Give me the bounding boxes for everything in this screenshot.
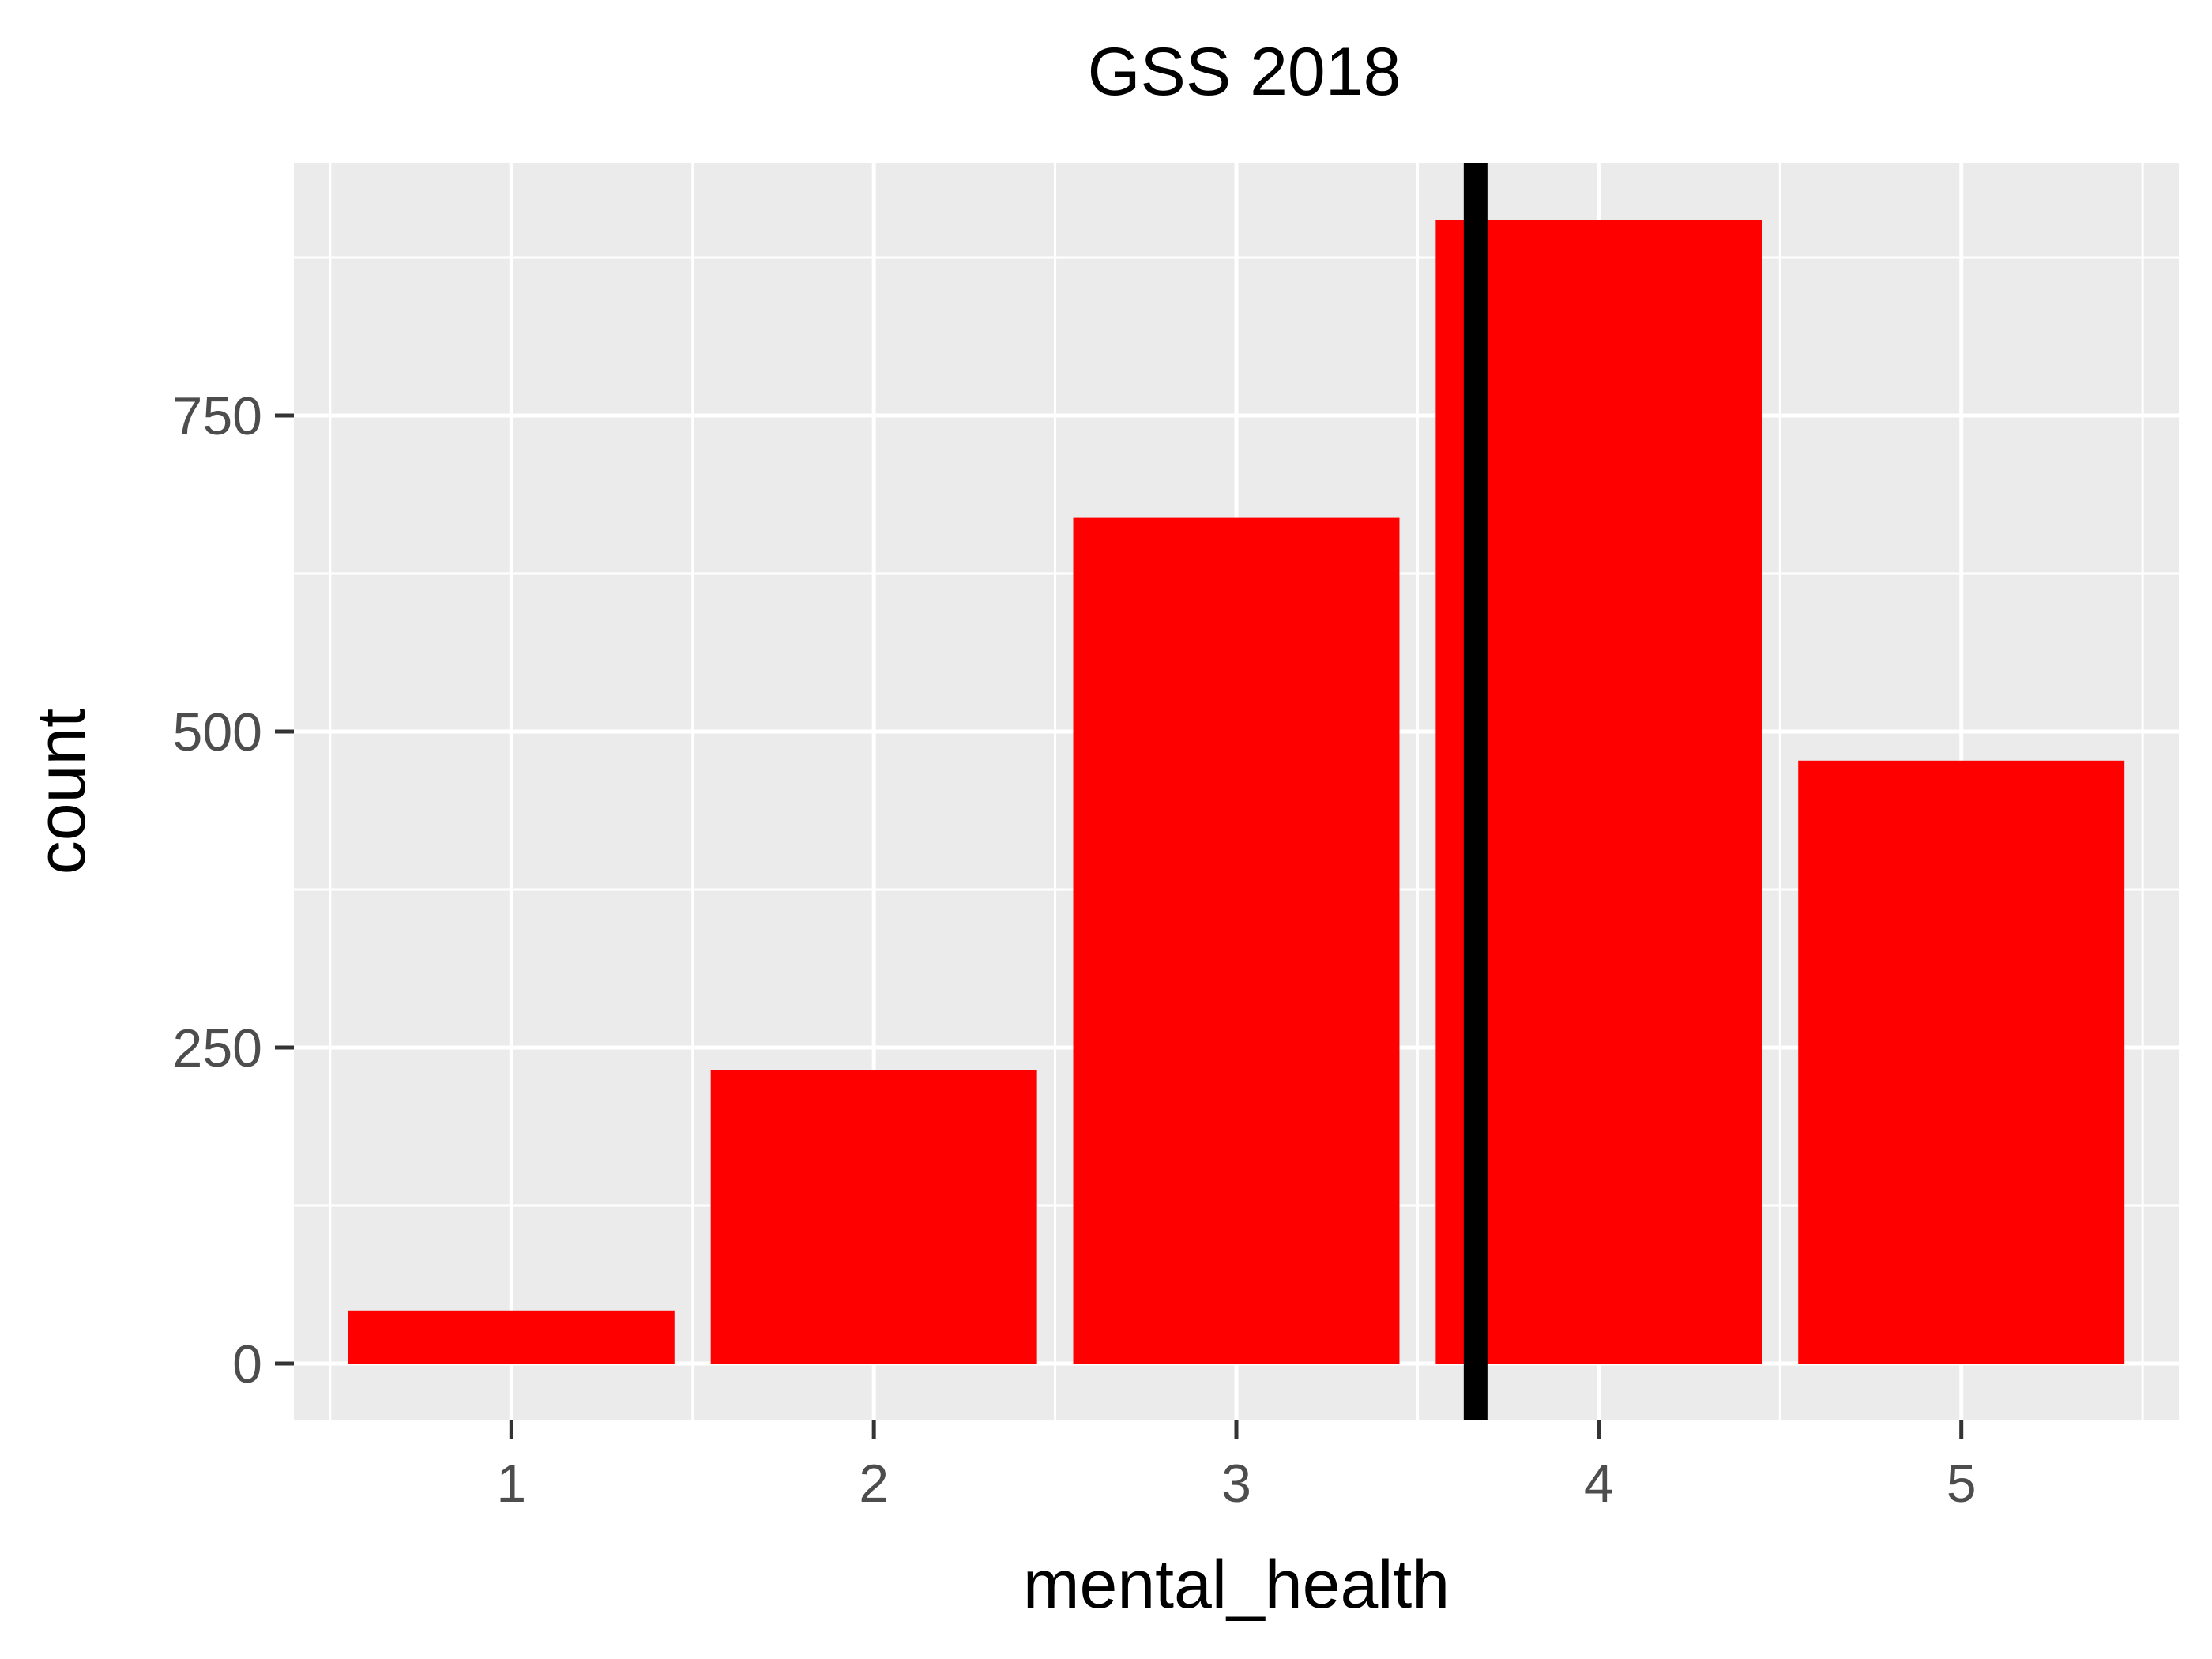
x-axis-title: mental_health — [1023, 1547, 1450, 1623]
bar-3 — [1073, 517, 1400, 1364]
bar-5 — [1798, 760, 2125, 1364]
chart-title: GSS 2018 — [1088, 34, 1401, 110]
y-axis-title: count — [24, 709, 100, 875]
x-tick-label: 4 — [1584, 1454, 1614, 1514]
bar-4 — [1435, 220, 1762, 1364]
y-tick-label: 500 — [173, 702, 262, 762]
x-axis: 1 2 3 4 5 — [496, 1420, 1977, 1514]
bar-1 — [348, 1310, 675, 1364]
x-tick-label: 2 — [859, 1454, 889, 1514]
bar-2 — [710, 1070, 1037, 1364]
y-tick-label: 0 — [232, 1334, 262, 1394]
y-tick-label: 750 — [173, 386, 262, 446]
y-axis: 0 250 500 750 — [173, 386, 294, 1394]
y-tick-label: 250 — [173, 1018, 262, 1078]
bars — [348, 220, 2125, 1364]
x-tick-label: 5 — [1947, 1454, 1977, 1514]
x-tick-label: 3 — [1221, 1454, 1251, 1514]
x-tick-label: 1 — [496, 1454, 526, 1514]
